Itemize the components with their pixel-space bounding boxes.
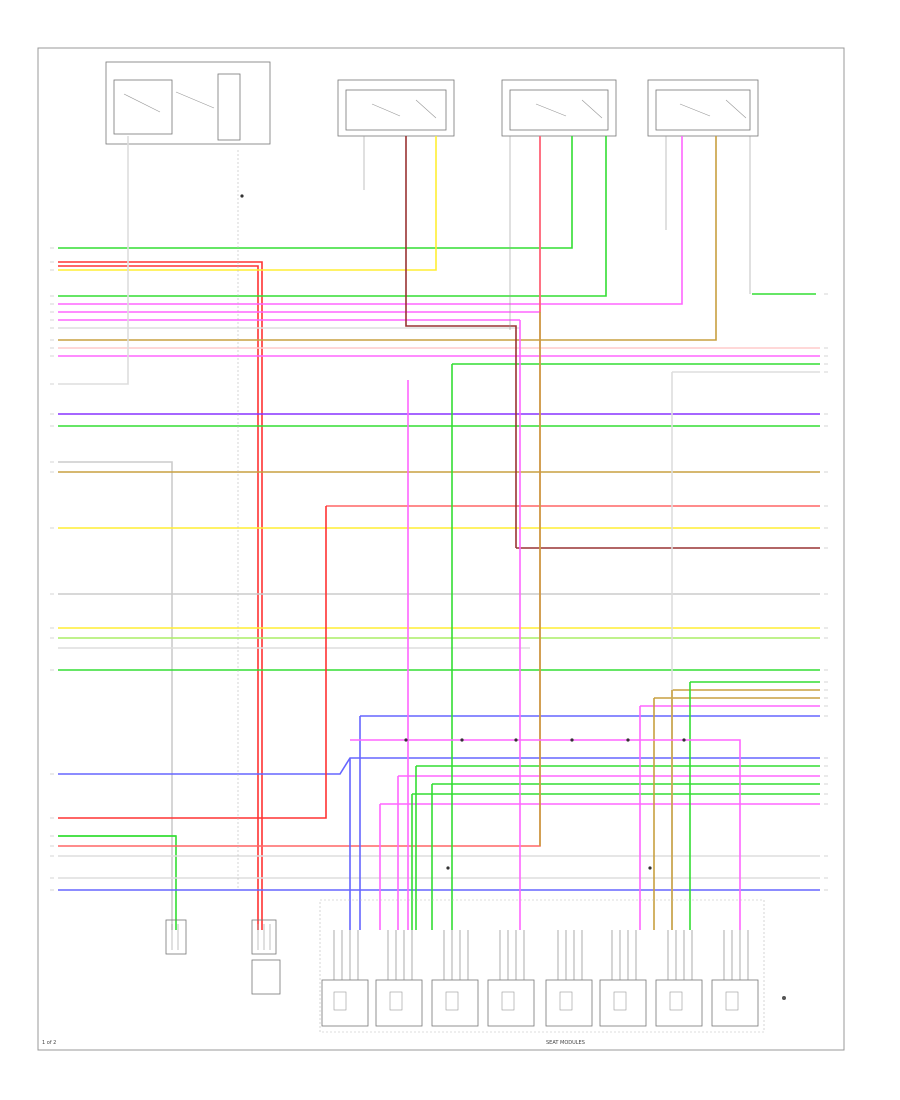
memory-seat-switch-box <box>105 61 271 145</box>
bottom-connector-center <box>251 919 281 995</box>
seat-modules <box>319 899 786 1033</box>
bottom-connector-left <box>165 919 187 955</box>
splice-points <box>240 194 686 870</box>
horizontal-wires <box>58 136 820 930</box>
right-terminal-ticks <box>824 293 828 891</box>
left-terminal-ticks <box>50 247 54 891</box>
diagram-frame <box>37 47 845 1051</box>
page-number: 1 of 2 <box>42 1040 56 1046</box>
vertical-wires <box>58 136 751 930</box>
front-seat-control-switch-box-1 <box>337 79 455 137</box>
front-seat-control-switch-box-2 <box>501 79 617 137</box>
front-seat-control-switch-box-3 <box>647 79 759 137</box>
footer-label: SEAT MODULES <box>546 1040 585 1046</box>
